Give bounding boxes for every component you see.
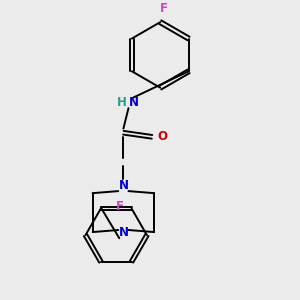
Text: H: H bbox=[117, 95, 126, 109]
Text: O: O bbox=[157, 130, 167, 143]
Text: F: F bbox=[116, 200, 123, 213]
Text: F: F bbox=[160, 2, 168, 15]
Text: N: N bbox=[118, 179, 128, 193]
Text: N: N bbox=[128, 95, 139, 109]
Text: N: N bbox=[118, 226, 128, 238]
